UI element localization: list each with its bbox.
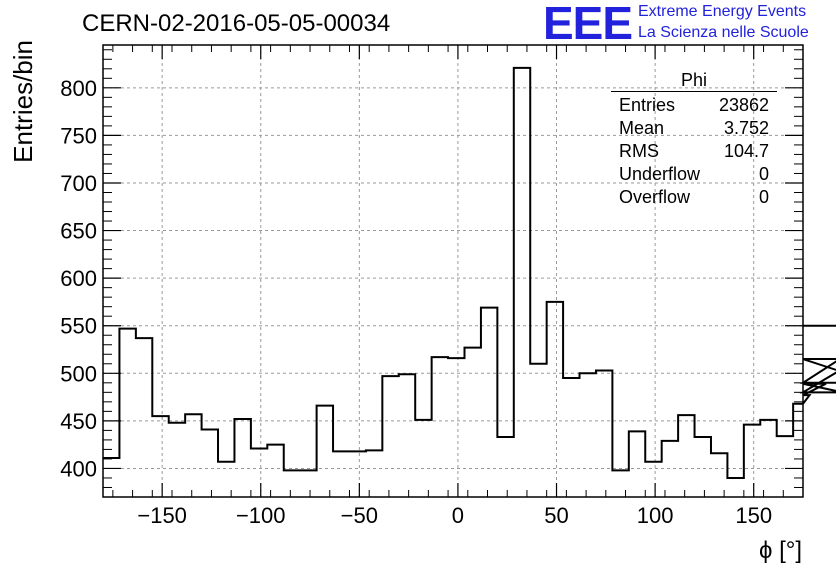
histogram-bin bbox=[580, 373, 596, 497]
histogram-bin bbox=[415, 420, 431, 497]
stats-value: 3.752 bbox=[723, 118, 769, 138]
histogram-bin bbox=[760, 420, 776, 497]
histogram-bin bbox=[300, 470, 316, 497]
x-tick-label: −100 bbox=[236, 503, 286, 528]
histogram-bin bbox=[744, 425, 760, 497]
stats-value: 0 bbox=[758, 187, 769, 207]
x-tick-label: 150 bbox=[735, 503, 772, 528]
histogram-bin bbox=[251, 448, 267, 497]
histogram-bin bbox=[267, 445, 283, 497]
histogram-bin bbox=[119, 329, 135, 497]
histogram-bin bbox=[448, 358, 464, 497]
stats-box: Phi Entries 23862 Mean 3.752 RMS 104.7 U… bbox=[611, 70, 777, 209]
x-tick-label: −150 bbox=[137, 503, 187, 528]
histogram-bars bbox=[103, 66, 836, 497]
histogram-bin bbox=[136, 338, 152, 497]
stats-row-rms: RMS 104.7 bbox=[611, 140, 777, 163]
stats-row-entries: Entries 23862 bbox=[611, 94, 777, 117]
stats-value: 0 bbox=[758, 164, 769, 184]
histogram-bin bbox=[366, 450, 382, 497]
axis-ticks bbox=[103, 45, 804, 497]
histogram-outline bbox=[103, 66, 836, 479]
x-axis-label: ϕ [°] bbox=[759, 537, 802, 564]
stats-label: RMS bbox=[619, 141, 659, 161]
histogram-bin bbox=[218, 462, 234, 497]
histogram-bin bbox=[432, 357, 448, 497]
y-tick-label: 700 bbox=[60, 171, 97, 196]
stats-label: Underflow bbox=[619, 164, 701, 184]
histogram-bin bbox=[185, 414, 201, 497]
y-tick-label: 750 bbox=[60, 123, 97, 148]
histogram-bin bbox=[152, 416, 168, 497]
x-tick-label: 0 bbox=[452, 503, 464, 528]
axis-tick-labels: −150 −100 −50 0 50 100 150 400 450 500 550 600 650 70… bbox=[60, 76, 772, 528]
y-tick-label: 400 bbox=[60, 456, 97, 481]
stats-label: Entries bbox=[619, 95, 676, 115]
histogram-bin bbox=[678, 415, 694, 497]
histogram-bin bbox=[497, 437, 513, 497]
histogram-bin bbox=[317, 406, 333, 497]
x-tick-label: 100 bbox=[637, 503, 674, 528]
histogram-bin bbox=[349, 451, 365, 497]
x-tick-label: 50 bbox=[544, 503, 568, 528]
histogram-bin bbox=[596, 370, 612, 497]
histogram-bin bbox=[202, 429, 218, 497]
histogram-bin bbox=[399, 374, 415, 497]
histogram-bin bbox=[711, 453, 727, 497]
histogram-bin bbox=[547, 302, 563, 497]
logo-line-1: Extreme Energy Events bbox=[638, 3, 807, 20]
histogram-bin bbox=[793, 404, 803, 497]
stats-label: Mean bbox=[619, 118, 665, 138]
stats-row-underflow: Underflow 0 bbox=[611, 163, 777, 186]
y-tick-label: 600 bbox=[60, 266, 97, 291]
histogram-bin bbox=[234, 419, 250, 497]
histogram-bin bbox=[169, 423, 185, 497]
stats-value: 23862 bbox=[718, 95, 769, 115]
stats-value: 104.7 bbox=[723, 141, 769, 161]
y-tick-label: 550 bbox=[60, 314, 97, 339]
histogram-bin bbox=[465, 348, 481, 497]
histogram-bin bbox=[514, 68, 530, 497]
y-tick-label: 500 bbox=[60, 361, 97, 386]
stats-title: Phi bbox=[680, 70, 707, 90]
histogram-bin bbox=[727, 478, 743, 497]
stats-label: Overflow bbox=[619, 187, 691, 207]
histogram-bin bbox=[563, 378, 579, 497]
y-tick-label: 450 bbox=[60, 409, 97, 434]
stats-row-mean: Mean 3.752 bbox=[611, 117, 777, 140]
chart-title: CERN-02-2016-05-05-00034 bbox=[82, 10, 391, 37]
histogram-bin bbox=[629, 431, 645, 497]
y-tick-label: 800 bbox=[60, 76, 97, 101]
x-tick-label: −50 bbox=[341, 503, 378, 528]
grid-lines bbox=[103, 45, 803, 497]
histogram-bin bbox=[645, 462, 661, 497]
histogram-bin bbox=[333, 451, 349, 497]
histogram-bin bbox=[777, 436, 793, 497]
histogram-bin bbox=[284, 470, 300, 497]
histogram-bin bbox=[530, 364, 546, 497]
plot-frame bbox=[102, 44, 804, 498]
eee-logo: EEE bbox=[543, 0, 633, 49]
stats-divider bbox=[611, 91, 777, 92]
y-tick-label: 650 bbox=[60, 219, 97, 244]
histogram-bin bbox=[612, 470, 628, 497]
y-axis-label: Entries/bin bbox=[8, 40, 38, 163]
histogram-bin bbox=[382, 376, 398, 497]
histogram-bin bbox=[695, 437, 711, 497]
logo-line-2: La Scienza nelle Scuole bbox=[638, 24, 809, 41]
stats-row-overflow: Overflow 0 bbox=[611, 186, 777, 209]
